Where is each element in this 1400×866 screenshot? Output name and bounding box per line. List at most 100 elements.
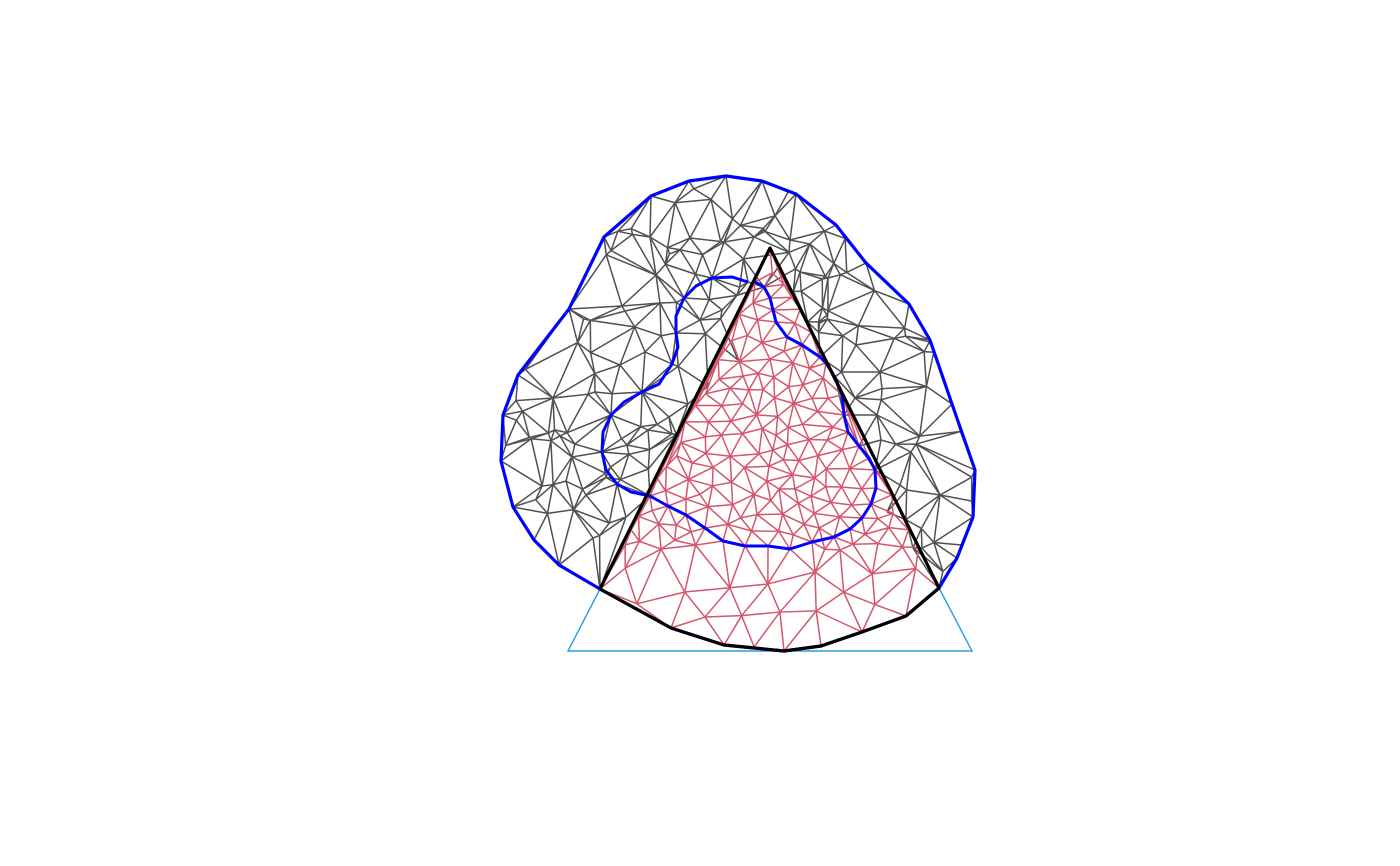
outer-mesh-edge xyxy=(644,351,673,365)
outer-mesh-edge xyxy=(553,429,561,437)
outer-mesh-edge xyxy=(640,423,658,428)
outer-mesh-edge xyxy=(915,443,973,478)
outer-mesh-edge xyxy=(858,325,895,340)
outer-mesh-edge xyxy=(641,351,646,393)
outer-mesh-edge xyxy=(603,236,607,255)
outer-mesh-edge xyxy=(574,443,603,453)
inner-mesh-edge xyxy=(624,567,638,605)
outer-mesh-edge xyxy=(876,414,897,445)
inner-mesh-edge xyxy=(704,587,731,618)
inner-mesh-edge xyxy=(786,427,790,445)
inner-mesh-edge xyxy=(843,573,873,593)
outer-mesh-edge xyxy=(895,435,920,445)
inner-mesh-edge xyxy=(680,441,707,455)
outer-mesh-edge xyxy=(795,193,825,232)
outer-mesh-edge xyxy=(880,399,921,437)
outer-mesh-edge xyxy=(933,542,944,572)
outer-mesh-edge xyxy=(925,352,935,387)
inner-mesh-edge xyxy=(729,583,768,589)
outer-mesh-edge xyxy=(809,243,835,265)
inner-mesh-edge xyxy=(705,387,731,395)
inner-mesh-edge xyxy=(637,516,641,542)
outer-mesh-edge xyxy=(641,391,658,425)
outer-mesh-edge xyxy=(502,414,517,422)
inner-mesh-edge xyxy=(741,414,758,435)
outer-mesh-edge xyxy=(809,243,826,277)
outer-mesh-edge xyxy=(711,277,740,288)
inner-mesh-edge xyxy=(756,414,778,418)
inner-mesh-edge xyxy=(742,427,763,435)
outer-mesh-edge xyxy=(633,326,646,353)
inner-mesh-edge xyxy=(839,516,851,530)
inner-mesh-edge xyxy=(752,286,765,304)
outer-mesh-edge xyxy=(854,397,878,416)
inner-mesh-edge xyxy=(842,445,860,451)
outer-mesh-edge xyxy=(530,432,549,440)
inner-mesh-edge xyxy=(730,420,743,435)
outer-mesh-edge xyxy=(572,488,584,510)
inner-mesh-edge xyxy=(762,376,775,391)
inner-mesh-edge xyxy=(766,480,780,490)
inner-mesh-edge xyxy=(774,386,790,399)
inner-mesh-edge xyxy=(768,459,784,467)
inner-mesh-edge xyxy=(699,493,709,508)
inner-mesh-edge xyxy=(711,485,734,506)
inner-mesh-edge xyxy=(779,611,785,652)
inner-mesh-edge xyxy=(718,378,731,389)
inner-mesh-edge xyxy=(732,493,755,506)
inner-mesh-edge xyxy=(877,512,894,520)
outer-mesh-edge xyxy=(515,419,531,438)
outer-mesh-edge xyxy=(610,249,657,276)
outer-mesh-edge xyxy=(552,342,579,399)
inner-mesh-edge xyxy=(721,405,732,422)
outer-mesh-edge xyxy=(594,391,612,416)
inner-mesh-edge xyxy=(802,423,833,428)
outer-mesh-edge xyxy=(910,451,941,496)
outer-mesh-edge xyxy=(592,537,601,590)
inner-mesh-edge xyxy=(792,534,813,543)
inner-mesh-edge xyxy=(741,433,760,455)
outer-mesh-edge xyxy=(594,372,613,395)
outer-mesh-edge xyxy=(677,333,706,367)
outer-mesh-edge xyxy=(918,386,928,437)
inner-mesh-edge xyxy=(753,493,772,502)
inner-mesh-edge xyxy=(692,462,714,469)
inner-mesh-edge xyxy=(793,384,804,404)
outer-mesh-edge xyxy=(546,484,554,514)
outer-mesh-edge xyxy=(739,180,763,226)
inner-mesh-edge xyxy=(766,473,793,483)
inner-mesh-edge xyxy=(814,512,840,518)
inner-mesh-edge xyxy=(665,490,687,500)
outer-mesh-edge xyxy=(574,414,612,445)
outer-mesh-edge xyxy=(723,241,744,260)
outer-mesh-edge xyxy=(565,480,575,510)
inner-mesh-edge xyxy=(825,486,832,503)
outer-mesh-edge xyxy=(552,393,589,399)
outer-mesh-edge xyxy=(792,268,797,292)
inner-mesh-edge xyxy=(718,375,744,381)
inner-mesh-edge xyxy=(695,540,724,546)
inner-mesh-edge xyxy=(729,375,744,389)
outer-mesh-edge xyxy=(674,180,690,204)
inner-mesh-edge xyxy=(705,452,731,457)
outer-mesh-edge xyxy=(634,302,661,328)
inner-mesh-edge xyxy=(839,543,854,551)
inner-mesh-edge xyxy=(814,549,826,573)
outer-mesh-edge xyxy=(647,434,677,470)
outer-mesh-edge xyxy=(764,230,791,241)
inner-mesh-edge xyxy=(822,362,827,379)
outer-mesh-edge xyxy=(610,414,623,440)
outer-mesh-edge xyxy=(647,429,651,450)
outer-mesh-edge xyxy=(533,513,549,541)
outer-mesh-edge xyxy=(827,318,859,327)
outer-mesh-edge xyxy=(723,224,741,243)
outer-mesh-edge xyxy=(617,227,632,233)
inner-mesh-edge xyxy=(851,488,863,506)
outer-mesh-edge xyxy=(535,485,543,501)
outer-mesh-edge xyxy=(788,239,791,253)
outer-mesh-edge xyxy=(552,372,596,399)
inner-mesh-edge xyxy=(685,514,692,533)
outer-mesh-edge xyxy=(899,451,912,486)
inner-mesh-edge xyxy=(794,309,802,324)
